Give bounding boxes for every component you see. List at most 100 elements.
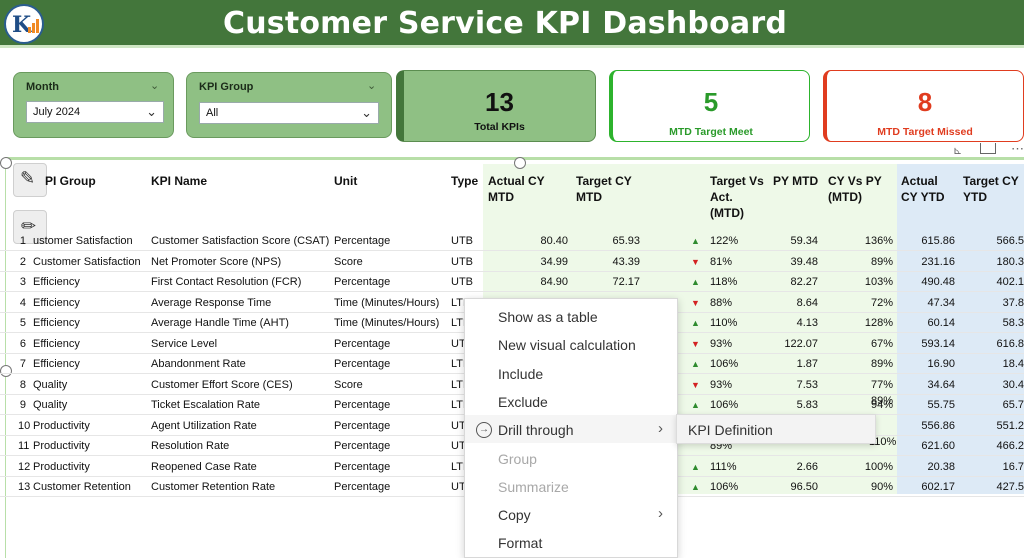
target-cy-ytd-cell: 18.4 xyxy=(1002,358,1024,370)
unit-cell: Time (Minutes/Hours) xyxy=(334,317,440,329)
target-vs-act-cell: 118% xyxy=(710,276,738,288)
table-row[interactable]: 2 Customer Satisfaction Net Promoter Score… xyxy=(0,252,1024,272)
row-number: 1 xyxy=(19,235,26,247)
unit-cell: Percentage xyxy=(334,440,391,452)
triangle-up-icon: ▲ xyxy=(691,400,700,410)
menu-item-exclude[interactable]: Exclude xyxy=(465,387,677,415)
unit-cell: Percentage xyxy=(334,358,391,370)
triangle-up-icon: ▲ xyxy=(691,277,700,287)
bar-chart-icon: ✎ xyxy=(20,168,36,188)
actual-cy-ytd-cell: 556.86 xyxy=(921,419,955,432)
kpi-name-cell: Reopened Case Rate xyxy=(151,460,257,473)
table-row[interactable]: 1 ustomer Satisfaction Customer Satisfacti… xyxy=(0,231,1024,251)
kpi-name-cell: First Contact Resolution (FCR) xyxy=(151,276,302,288)
py-mtd-cell: 8.64 xyxy=(796,296,818,309)
table-row[interactable]: 3 Efficiency First Contact Resolution (FCR… xyxy=(0,272,1024,292)
actual-cy-mtd-cell: 80.40 xyxy=(540,235,568,247)
kpi-name-cell: Customer Satisfaction Score (CSAT) xyxy=(151,235,330,247)
menu-item-new-visual-calculation[interactable]: New visual calculation xyxy=(465,330,677,358)
resize-handle[interactable] xyxy=(0,157,12,169)
unit-cell: Score xyxy=(334,378,363,391)
menu-item-show-as-a-table[interactable]: Show as a table xyxy=(465,302,677,330)
triangle-up-icon: ▲ xyxy=(691,482,700,492)
month-dropdown[interactable]: July 2024 ⌄ xyxy=(26,101,164,123)
kpi-group-cell: Quality xyxy=(33,378,68,391)
cy-vs-py-cell: 90% xyxy=(870,481,893,493)
kpi-group-cell: Productivity xyxy=(33,440,90,452)
cy-vs-py-cell: 128% xyxy=(864,317,893,329)
page-title: Customer Service KPI Dashboard xyxy=(223,6,787,41)
header-unit[interactable]: Unit xyxy=(334,174,358,188)
actual-cy-ytd-cell: 60.14 xyxy=(927,317,955,329)
kpi-group-slicer[interactable]: KPI Group ⌄ All ⌄ xyxy=(186,72,392,138)
table-row[interactable]: 12 Productivity Reopened Case Rate Percenta… xyxy=(0,457,1024,477)
more-options-icon[interactable]: ⋯ xyxy=(1011,141,1024,156)
cy-vs-py-cell: 72% xyxy=(870,296,893,309)
header-kpi-name[interactable]: KPI Name xyxy=(151,174,208,188)
row-number: 9 xyxy=(19,399,26,411)
kpi-name-cell: Agent Utilization Rate xyxy=(151,419,257,432)
chevron-right-icon: › xyxy=(658,505,663,523)
header-target-cy-mtd[interactable]: Target CY MTD xyxy=(576,174,632,204)
actual-cy-ytd-cell: 47.34 xyxy=(927,296,955,309)
menu-item-group: Group xyxy=(465,444,677,472)
target-vs-act-cell: 111% xyxy=(710,460,737,473)
menu-item-drill-through[interactable]: → Drill through › xyxy=(465,415,677,444)
header-cy-vs-py[interactable]: CY Vs PY (MTD) xyxy=(828,174,882,204)
header-target-cy-ytd[interactable]: Target CY YTD xyxy=(963,174,1019,204)
menu-item-label: Drill through xyxy=(498,422,574,439)
unit-cell: Score xyxy=(334,255,363,268)
header-actual-cy-ytd[interactable]: Actual CY YTD xyxy=(901,174,945,204)
target-cy-mtd-cell: 72.17 xyxy=(612,276,640,288)
header-py-mtd[interactable]: PY MTD xyxy=(773,174,819,188)
chevron-right-icon: › xyxy=(658,420,663,438)
py-mtd-cell: 2.66 xyxy=(796,460,818,473)
kpi-group-cell: Efficiency xyxy=(33,337,80,350)
submenu-item-kpi-definition[interactable]: KPI Definition xyxy=(688,422,773,438)
unit-cell: Percentage xyxy=(334,460,391,473)
triangle-up-icon: ▲ xyxy=(691,359,700,369)
menu-item-copy[interactable]: Copy › xyxy=(465,500,677,528)
menu-item-include[interactable]: Include xyxy=(465,359,677,387)
actual-cy-ytd-cell: 615.86 xyxy=(921,235,955,247)
triangle-down-icon: ▼ xyxy=(691,379,700,390)
header-kpi-group[interactable]: PI Group xyxy=(45,174,96,188)
menu-item-format[interactable]: Format xyxy=(465,528,677,556)
drill-through-submenu[interactable]: KPI Definition xyxy=(676,414,876,444)
focus-mode-icon[interactable] xyxy=(980,143,996,154)
kpi-name-cell: Average Handle Time (AHT) xyxy=(151,317,289,329)
header-actual-cy-mtd[interactable]: Actual CY MTD xyxy=(488,174,545,204)
kpi-name-cell: Ticket Escalation Rate xyxy=(151,399,261,411)
triangle-down-icon: ▼ xyxy=(691,338,700,349)
kpi-name-cell: Abandonment Rate xyxy=(151,358,246,370)
context-menu[interactable]: Show as a table New visual calculation Inc… xyxy=(464,298,678,558)
target-vs-act-cell: 88% xyxy=(710,296,733,309)
month-slicer[interactable]: Month ⌄ July 2024 ⌄ xyxy=(13,72,174,138)
drill-through-icon: → xyxy=(476,422,492,439)
kpi-group-dropdown[interactable]: All ⌄ xyxy=(199,102,379,124)
actual-cy-ytd-cell: 16.90 xyxy=(927,358,955,370)
target-vs-act-cell: 122% xyxy=(710,235,739,247)
actual-cy-mtd-cell: 84.90 xyxy=(540,276,568,288)
chevron-down-icon[interactable]: ⌄ xyxy=(367,80,377,92)
header-target-vs-act[interactable]: Target Vs Act. (MTD) xyxy=(710,174,764,220)
resize-handle[interactable] xyxy=(514,157,526,169)
menu-item-label: Summarize xyxy=(498,478,569,495)
target-cy-ytd-cell: 58.3 xyxy=(1002,317,1024,329)
cy-vs-py-cell: 89% xyxy=(870,395,893,407)
triangle-up-icon: ▲ xyxy=(691,236,700,246)
header-type[interactable]: Type xyxy=(451,174,479,188)
triangle-down-icon: ▼ xyxy=(691,297,700,308)
kpi-group-slicer-label: KPI Group xyxy=(199,81,254,93)
build-visual-button[interactable]: ✏ xyxy=(13,210,47,244)
row-number: 3 xyxy=(19,276,26,288)
py-mtd-cell: 4.13 xyxy=(796,317,818,329)
resize-handle[interactable] xyxy=(0,365,12,377)
target-cy-ytd-cell: 180.3 xyxy=(996,255,1024,268)
kpi-name-cell: Service Level xyxy=(151,337,218,350)
menu-item-label: New visual calculation xyxy=(498,337,636,354)
chevron-down-icon[interactable]: ⌄ xyxy=(150,80,160,92)
filter-icon[interactable]: ⊾ xyxy=(953,145,963,157)
format-visual-button[interactable]: ✎ xyxy=(13,163,47,197)
target-cy-ytd-cell: 616.8 xyxy=(996,337,1024,350)
